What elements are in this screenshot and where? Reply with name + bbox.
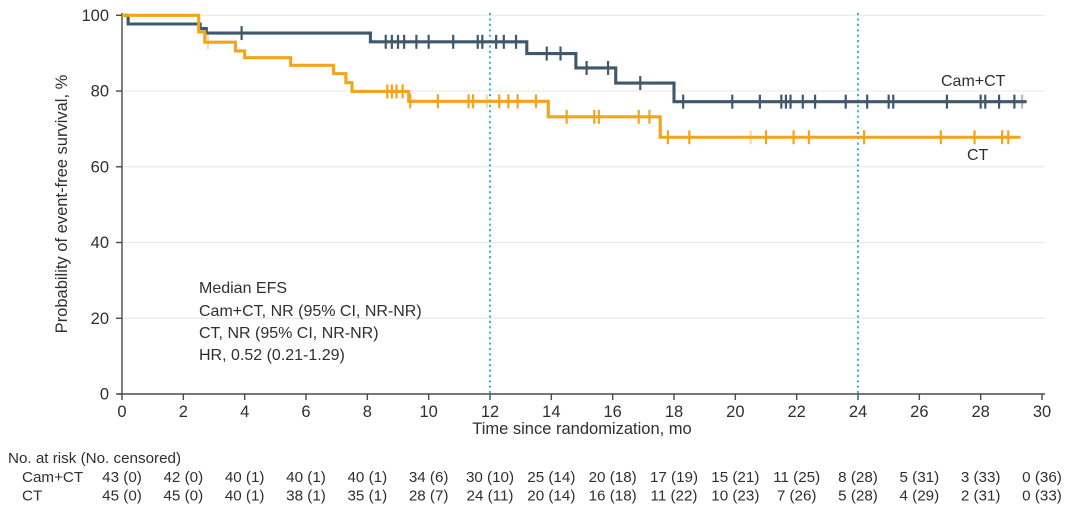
- risk-cell: 11 (25): [773, 469, 820, 486]
- y-tick-label: 20: [91, 310, 109, 328]
- risk-cell: 3 (33): [961, 469, 1001, 486]
- x-tick-label: 12: [481, 403, 499, 421]
- x-tick-label: 30: [1033, 403, 1051, 421]
- x-tick-label: 8: [363, 403, 372, 421]
- risk-cell: 38 (1): [286, 488, 326, 505]
- survival-curves: [122, 13, 1027, 139]
- risk-cell: 24 (11): [467, 488, 514, 505]
- risk-cell: 20 (14): [527, 488, 575, 505]
- censor-marks: [206, 26, 1024, 145]
- risk-table: No. at risk (No. censored) Cam+CT 43 (0) 4…: [8, 450, 1062, 505]
- annotation-line-median: Median EFS: [199, 280, 287, 297]
- risk-cell: 4 (29): [899, 488, 939, 505]
- x-tick-label: 28: [971, 403, 989, 421]
- series-label-camct: Cam+CT: [941, 73, 1006, 90]
- x-axis-title: Time since randomization, mo: [472, 420, 691, 438]
- camct-curve: [122, 13, 1027, 104]
- x-tick-label: 18: [665, 403, 683, 421]
- risk-cell: 28 (7): [409, 488, 449, 505]
- x-tick-label: 16: [603, 403, 621, 421]
- x-tick-label: 26: [910, 403, 928, 421]
- x-tick-label: 24: [849, 403, 867, 421]
- risk-row-label: Cam+CT: [22, 469, 83, 486]
- x-tick-label: 2: [179, 403, 188, 421]
- risk-cell: 10 (23): [711, 488, 759, 505]
- annotation-line-ct: CT, NR (95% CI, NR-NR): [199, 325, 379, 342]
- x-tick-label: 6: [301, 403, 310, 421]
- risk-cell: 40 (1): [225, 488, 265, 505]
- risk-cell: 16 (18): [589, 488, 637, 505]
- risk-cell: 11 (22): [651, 488, 698, 505]
- risk-table-rows: Cam+CT 43 (0) 42 (0) 40 (1) 40 (1) 40 (1) 34 (…: [22, 469, 1062, 505]
- risk-cell: 20 (18): [589, 469, 637, 486]
- y-tick-label: 40: [91, 234, 109, 252]
- y-tick-label: 0: [100, 386, 109, 404]
- risk-cell: 5 (31): [899, 469, 939, 486]
- annotation-line-camct: Cam+CT, NR (95% CI, NR-NR): [199, 303, 422, 320]
- risk-cell: 45 (0): [102, 488, 142, 505]
- risk-cell: 25 (14): [527, 469, 575, 486]
- risk-cell: 35 (1): [347, 488, 387, 505]
- annotation-block: Median EFS Cam+CT, NR (95% CI, NR-NR) CT…: [199, 280, 422, 364]
- risk-cell: 0 (36): [1022, 469, 1062, 486]
- x-tick-label: 22: [787, 403, 805, 421]
- x-tick-label: 10: [419, 403, 437, 421]
- risk-cell: 2 (31): [961, 488, 1001, 505]
- risk-cell: 43 (0): [102, 469, 142, 486]
- risk-cell: 30 (10): [466, 469, 514, 486]
- risk-cell: 40 (1): [347, 469, 387, 486]
- x-tick-label: 14: [542, 403, 560, 421]
- risk-cell: 42 (0): [163, 469, 203, 486]
- risk-cell: 40 (1): [286, 469, 326, 486]
- risk-cell: 17 (19): [650, 469, 698, 486]
- risk-cell: 7 (26): [777, 488, 817, 505]
- x-tick-label: 20: [726, 403, 744, 421]
- y-tick-label: 100: [81, 7, 109, 25]
- risk-cell: 34 (6): [409, 469, 449, 486]
- gridlines: [122, 14, 1045, 319]
- annotation-line-hr: HR, 0.52 (0.21-1.29): [199, 347, 345, 364]
- y-tick-label: 60: [91, 158, 109, 176]
- risk-row-label: CT: [22, 488, 42, 505]
- x-tick-label: 0: [117, 403, 126, 421]
- risk-cell: 45 (0): [163, 488, 203, 505]
- risk-cell: 5 (28): [838, 488, 878, 505]
- reference-lines: [489, 13, 859, 394]
- risk-cell: 15 (21): [711, 469, 759, 486]
- risk-cell: 40 (1): [225, 469, 265, 486]
- y-tick-label: 80: [91, 83, 109, 101]
- risk-table-header: No. at risk (No. censored): [8, 450, 181, 467]
- y-axis-title: Probability of event-free survival, %: [53, 74, 71, 333]
- ct-curve: [122, 13, 1021, 139]
- series-label-ct: CT: [967, 147, 989, 164]
- risk-cell: 8 (28): [838, 469, 878, 486]
- x-tick-label: 4: [240, 403, 249, 421]
- risk-cell: 0 (33): [1022, 488, 1062, 505]
